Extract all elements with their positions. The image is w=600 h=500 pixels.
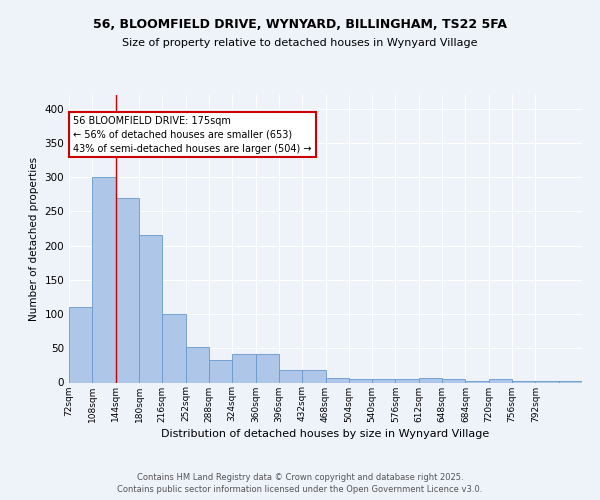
Bar [256,354,279,382]
Text: Contains HM Land Registry data © Crown copyright and database right 2025.
Contai: Contains HM Land Registry data © Crown c… [118,473,482,494]
Bar [162,314,185,382]
Text: 56, BLOOMFIELD DRIVE, WYNYARD, BILLINGHAM, TS22 5FA: 56, BLOOMFIELD DRIVE, WYNYARD, BILLINGHA… [93,18,507,30]
Bar [232,354,256,382]
Bar [559,381,582,382]
Bar [279,370,302,382]
Bar [535,381,559,382]
Bar [139,236,162,382]
Bar [372,379,395,382]
Bar [489,379,512,382]
Bar [325,378,349,382]
Bar [209,360,232,382]
Bar [116,198,139,382]
Bar [466,381,489,382]
Bar [419,378,442,382]
Bar [185,347,209,382]
Bar [442,379,466,382]
Y-axis label: Number of detached properties: Number of detached properties [29,156,39,321]
Bar [302,370,325,382]
Bar [395,379,419,382]
Bar [92,177,116,382]
Text: Size of property relative to detached houses in Wynyard Village: Size of property relative to detached ho… [122,38,478,48]
X-axis label: Distribution of detached houses by size in Wynyard Village: Distribution of detached houses by size … [161,428,490,438]
Text: 56 BLOOMFIELD DRIVE: 175sqm
← 56% of detached houses are smaller (653)
43% of se: 56 BLOOMFIELD DRIVE: 175sqm ← 56% of det… [73,116,311,154]
Bar [512,381,535,382]
Bar [349,379,372,382]
Bar [69,307,92,382]
